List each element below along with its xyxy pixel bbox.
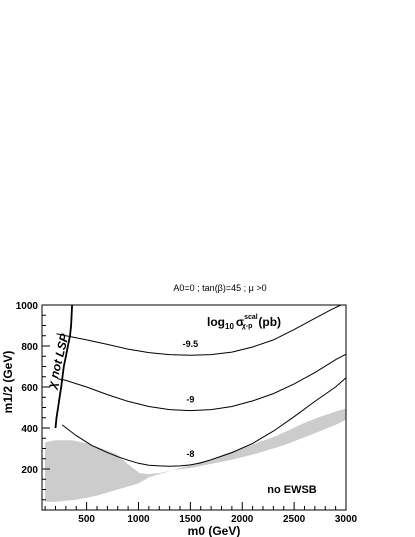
- contour-label-2: -9: [186, 395, 194, 405]
- excluded-region: [45, 408, 346, 502]
- contour-label-1: -9.5: [183, 339, 199, 349]
- lsp-boundary-line: [54, 304, 73, 429]
- chart-title: A0=0 ; tan(β)=45 ; μ >0: [173, 283, 266, 293]
- x-tick-label: 3000: [335, 514, 358, 525]
- tick-labels-layer: 500 1000 1500 2000 2500 3000 200 400 600 800 1000: [16, 301, 358, 525]
- y-axis-title: m1/2 (GeV): [1, 351, 15, 414]
- x-axis-title: m0 (GeV): [188, 524, 241, 537]
- x-tick-label: 2000: [231, 514, 254, 525]
- excluded-region-layer: [45, 408, 346, 502]
- y-tick-label: 600: [21, 383, 38, 394]
- y-tick-label: 1000: [16, 301, 39, 312]
- y-tick-label: 200: [21, 465, 38, 476]
- y-tick-label: 400: [21, 424, 38, 435]
- y-tick-label: 800: [21, 342, 38, 353]
- quantity-label: log10 σscal χ-p (pb): [207, 314, 281, 331]
- contour-line-3: [61, 377, 347, 467]
- contour-label-3: -8: [186, 449, 194, 459]
- x-tick-label: 2500: [283, 514, 306, 525]
- x-tick-label: 1500: [179, 514, 202, 525]
- contour-line-2: [57, 353, 347, 412]
- axes-layer: [41, 304, 347, 511]
- no-ewsb-label: no EWSB: [267, 484, 317, 496]
- x-tick-label: 1000: [127, 514, 150, 525]
- not-lsp-label: χ not LSP: [44, 331, 72, 391]
- contour-lines-layer: -9.5 -9 -8: [54, 304, 347, 467]
- x-tick-label: 500: [78, 514, 95, 525]
- contour-line-1: [56, 304, 342, 356]
